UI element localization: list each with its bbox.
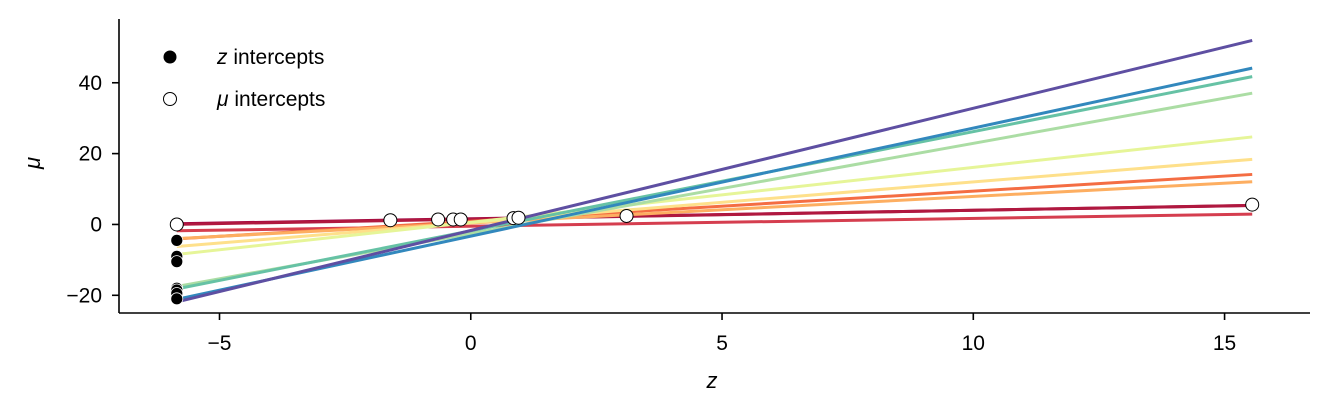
x-axis-label: z	[706, 368, 718, 393]
series-lines	[176, 38, 1253, 304]
legend-label-mu-intercepts: μ intercepts	[216, 88, 325, 111]
series-line-6	[176, 135, 1253, 256]
series-line-10	[176, 38, 1253, 304]
series-line-4	[176, 180, 1253, 241]
y-tick-label-1: 0	[90, 213, 102, 236]
mu-intercept-point-1	[383, 213, 398, 228]
mu-intercept-point-0	[169, 217, 184, 232]
mu-intercept-point-7	[619, 208, 634, 223]
axis-ticks: −5 0 5 10 15 −20 0 20 40	[66, 72, 1236, 355]
z-intercept-point-3	[170, 255, 184, 269]
y-tick-label-2: 20	[79, 143, 102, 166]
legend: z intercepts μ intercepts	[163, 46, 325, 111]
series-line-9	[176, 66, 1253, 301]
intercept-markers	[169, 197, 1260, 306]
y-tick-label-3: 40	[79, 72, 102, 95]
x-tick-label-4: 15	[1213, 332, 1236, 355]
x-tick-label-3: 10	[962, 332, 985, 355]
mu-intercept-point-2	[431, 212, 446, 227]
legend-label-z-intercepts: z intercepts	[216, 46, 324, 69]
y-tick-label-0: −20	[66, 284, 102, 307]
x-tick-label-2: 5	[716, 332, 728, 355]
x-tick-label-1: 0	[465, 332, 477, 355]
mu-intercept-point-6	[511, 210, 526, 225]
x-tick-label-0: −5	[208, 332, 232, 355]
legend-marker-mu-intercepts	[163, 92, 177, 106]
series-line-5	[176, 157, 1253, 248]
mu-intercept-point-4	[453, 212, 468, 227]
series-line-1	[176, 203, 1253, 226]
legend-marker-z-intercepts	[163, 50, 177, 64]
z-intercept-point-1	[170, 233, 184, 247]
z-intercept-point-7	[170, 292, 184, 306]
y-axis-label: μ	[20, 157, 45, 170]
mu-intercept-point-8	[1245, 197, 1260, 212]
